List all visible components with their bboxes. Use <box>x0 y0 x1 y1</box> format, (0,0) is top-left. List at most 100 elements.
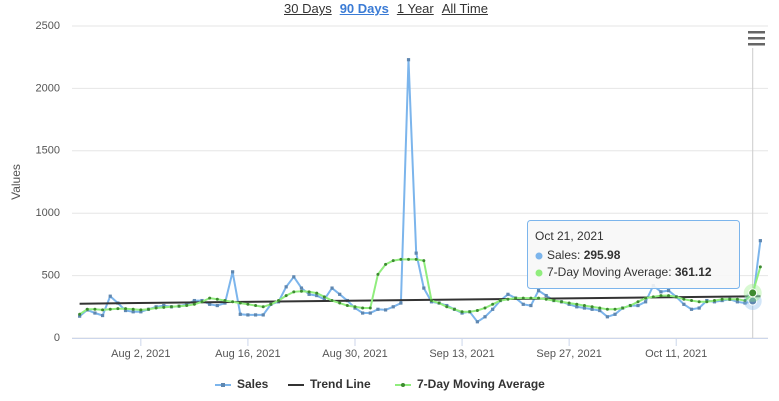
point <box>575 305 579 309</box>
point <box>78 312 82 316</box>
point <box>659 290 663 294</box>
x-tick-label: Aug 2, 2021 <box>111 348 170 360</box>
point <box>292 275 296 279</box>
point <box>529 303 533 308</box>
y-tick-label: 1000 <box>36 207 60 219</box>
point <box>575 302 579 306</box>
point <box>208 296 212 300</box>
point <box>169 305 173 309</box>
point <box>131 310 135 314</box>
range-button[interactable]: All Time <box>441 1 488 16</box>
point <box>590 307 594 311</box>
point <box>101 308 105 312</box>
legend-marker <box>221 383 225 387</box>
legend-item[interactable]: Sales <box>215 377 269 391</box>
point <box>307 290 311 294</box>
legend-label: 7-Day Moving Average <box>417 377 545 391</box>
point <box>108 294 112 298</box>
point <box>93 311 97 315</box>
point <box>330 299 334 303</box>
x-tick-label: Sep 27, 2021 <box>536 348 601 360</box>
point <box>162 303 166 308</box>
point <box>651 295 655 299</box>
point <box>162 305 166 309</box>
point <box>636 303 640 308</box>
point <box>154 306 158 310</box>
point <box>498 299 502 303</box>
point <box>368 311 372 315</box>
point <box>93 307 97 311</box>
point <box>406 58 411 62</box>
point <box>697 306 701 310</box>
point <box>682 302 686 306</box>
point <box>475 309 479 313</box>
range-button[interactable]: 1 Year <box>396 1 434 16</box>
point <box>85 307 89 311</box>
point <box>636 300 640 304</box>
point <box>383 308 388 312</box>
point <box>758 265 762 269</box>
point <box>582 306 587 310</box>
point <box>146 307 150 311</box>
point <box>475 320 479 324</box>
y-tick-label: 2000 <box>36 82 60 94</box>
tooltip-dot <box>535 252 543 260</box>
point <box>177 304 181 308</box>
point <box>567 301 571 305</box>
point <box>605 315 609 319</box>
point <box>299 286 304 290</box>
point <box>253 313 258 317</box>
legend-item[interactable]: 7-Day Moving Average <box>395 377 545 391</box>
menu-icon[interactable] <box>748 31 765 46</box>
point <box>345 304 349 308</box>
point <box>238 312 242 316</box>
menu-bar <box>748 31 765 34</box>
point <box>559 300 563 304</box>
y-tick-label: 2500 <box>36 20 60 32</box>
point <box>292 290 296 294</box>
range-button[interactable]: 90 Days <box>339 1 389 16</box>
point <box>78 314 82 318</box>
point <box>437 301 441 305</box>
point <box>315 291 319 295</box>
x-tick-label: Sep 13, 2021 <box>429 348 494 360</box>
point <box>261 305 265 309</box>
legend-marker <box>401 383 405 387</box>
point <box>644 296 648 300</box>
menu-bar <box>748 37 765 40</box>
point <box>238 301 242 305</box>
range-selector: 30 Days 90 Days 1 Year All Time <box>284 1 488 16</box>
x-tick-label: Oct 11, 2021 <box>645 348 707 360</box>
point <box>368 306 372 310</box>
point <box>361 311 365 315</box>
point <box>682 297 686 301</box>
point <box>407 257 411 261</box>
point <box>483 306 487 310</box>
point <box>322 295 326 299</box>
x-tick-label: Aug 16, 2021 <box>215 348 280 360</box>
point <box>246 313 250 317</box>
point <box>185 304 189 308</box>
point <box>621 306 625 310</box>
point <box>215 303 219 308</box>
point <box>299 289 303 293</box>
tooltip-row: 7-Day Moving Average: 361.12 <box>547 265 712 279</box>
range-button[interactable]: 30 Days <box>284 1 332 16</box>
point <box>391 305 395 309</box>
point <box>544 293 548 298</box>
point <box>491 307 495 311</box>
point <box>231 300 235 304</box>
point <box>261 313 265 317</box>
point <box>192 302 196 306</box>
point <box>689 307 694 311</box>
point <box>315 293 319 298</box>
point <box>376 307 380 311</box>
hover-point <box>748 288 758 298</box>
point <box>712 299 716 303</box>
point <box>361 306 365 310</box>
point <box>552 299 556 303</box>
point <box>705 300 709 304</box>
legend-item[interactable]: Trend Line <box>288 377 371 391</box>
point <box>720 297 724 301</box>
